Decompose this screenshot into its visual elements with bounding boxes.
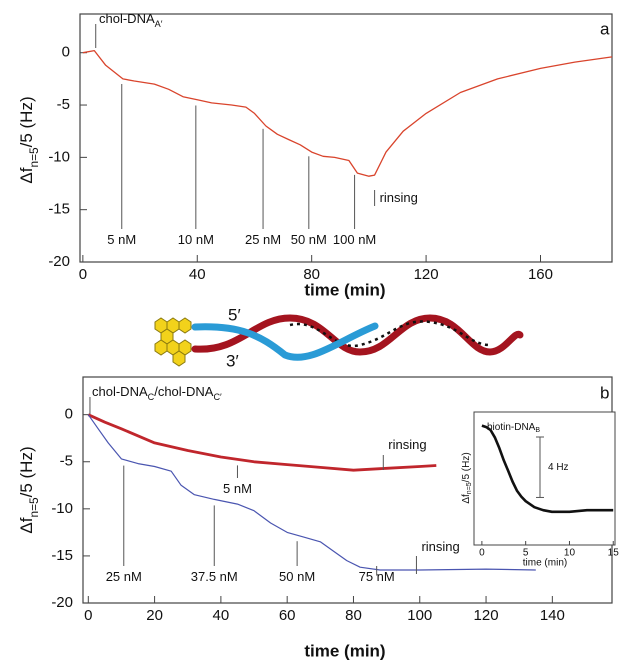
scale-bar-label: 4 Hz xyxy=(548,462,569,473)
x-axis-label: time (min) xyxy=(304,641,385,660)
annotation-subscript: C′ xyxy=(213,392,222,402)
x-tick-label: 80 xyxy=(345,607,362,624)
y-axis-label-part: /5 (Hz) xyxy=(17,446,36,497)
annotation: rinsing xyxy=(380,190,418,205)
annotation-part: chol-DNA xyxy=(92,384,148,399)
x-tick-label: 120 xyxy=(474,607,499,624)
annotation-part: 5 nM xyxy=(107,232,136,247)
chart: 0 40 80 120 160 -20 -15 -10 -5 0 time (min) Δfn=5/5… xyxy=(17,11,613,299)
y-axis-label: Δfn=5/5 (Hz) xyxy=(17,446,41,533)
strand-label: 3′ xyxy=(226,351,239,370)
y-axis-label-part: Δf xyxy=(17,167,36,183)
annotation-subscript: B xyxy=(535,427,540,434)
annotation-part: 75 nM xyxy=(359,569,395,584)
annotation: 100 nM xyxy=(333,232,376,247)
strand-label: 5′ xyxy=(228,305,241,324)
y-tick-label: -20 xyxy=(48,253,70,270)
plot-frame xyxy=(473,411,616,546)
y-axis-label: Δfn=5/5 (Hz) xyxy=(17,96,41,183)
annotation-part: 37.5 nM xyxy=(191,569,238,584)
panel-label: b xyxy=(600,383,609,402)
y-tick-label: 0 xyxy=(65,406,73,423)
x-tick-label: 5 xyxy=(523,548,529,559)
schematic: 5′ 3′ xyxy=(154,305,524,370)
chart: 0 5 10 15 time (min) Δfn=5/5 (Hz) biotin-DNAB 4… xyxy=(461,411,620,569)
y-tick-label: -15 xyxy=(51,547,73,564)
x-tick-label: 120 xyxy=(414,266,439,283)
y-tick-label: -15 xyxy=(48,201,70,218)
x-tick-label: 10 xyxy=(564,548,576,559)
y-tick-label: -20 xyxy=(51,594,73,611)
y-tick-label: -5 xyxy=(60,453,73,470)
x-tick-label: 40 xyxy=(189,266,206,283)
y-tick-label: 0 xyxy=(62,44,70,61)
annotation: 25 nM xyxy=(106,569,142,584)
x-tick-label: 160 xyxy=(528,266,553,283)
x-tick-label: 100 xyxy=(407,607,432,624)
data-line xyxy=(87,413,437,472)
annotation: 25 nM xyxy=(245,232,281,247)
annotation-part: rinsing xyxy=(421,539,459,554)
annotation: chol-DNAA′ xyxy=(99,11,163,29)
x-tick-label: 80 xyxy=(303,266,320,283)
annotation-part: 25 nM xyxy=(106,569,142,584)
y-tick-label: -10 xyxy=(51,500,73,517)
x-tick-label: 0 xyxy=(479,548,485,559)
annotation: biotin-DNAB xyxy=(487,422,540,435)
y-axis-label-subscript: n=5 xyxy=(466,482,473,494)
annotation-subscript: A′ xyxy=(155,19,163,29)
y-axis-label-subscript: n=5 xyxy=(27,497,41,518)
x-tick-label: 20 xyxy=(146,607,163,624)
y-axis-label-subscript: n=5 xyxy=(27,147,41,168)
data-line xyxy=(87,414,536,571)
y-axis-label-part: Δf xyxy=(17,517,36,533)
annotation: 75 nM xyxy=(359,569,395,584)
x-axis-label: time (min) xyxy=(523,558,567,569)
annotation: chol-DNAC/chol-DNAC′ xyxy=(92,384,222,402)
x-tick-label: 40 xyxy=(213,607,230,624)
annotation: 50 nM xyxy=(291,232,327,247)
x-tick-label: 15 xyxy=(608,548,620,559)
annotation: 37.5 nM xyxy=(191,569,238,584)
annotation: 5 nM xyxy=(107,232,136,247)
y-tick-label: -10 xyxy=(48,148,70,165)
annotation: 5 nM xyxy=(223,481,252,496)
y-tick-label: -5 xyxy=(57,96,70,113)
y-axis-label-part: Δf xyxy=(461,494,472,504)
annotation: 10 nM xyxy=(178,232,214,247)
annotation: rinsing xyxy=(388,437,426,452)
y-axis-label: Δfn=5/5 (Hz) xyxy=(461,452,474,503)
annotation-part: 10 nM xyxy=(178,232,214,247)
y-axis-label-part: /5 (Hz) xyxy=(461,452,472,482)
annotation-part: 100 nM xyxy=(333,232,376,247)
x-axis-label: time (min) xyxy=(304,280,385,299)
data-line xyxy=(82,49,613,177)
annotation-part: 50 nM xyxy=(291,232,327,247)
annotation-part: 5 nM xyxy=(223,481,252,496)
panel-label: a xyxy=(600,19,610,38)
annotation-part: rinsing xyxy=(380,190,418,205)
data-line xyxy=(481,424,614,514)
annotation-part: 50 nM xyxy=(279,569,315,584)
x-tick-label: 0 xyxy=(84,607,92,624)
plot-frame xyxy=(79,13,613,263)
annotation: 50 nM xyxy=(279,569,315,584)
annotation-part: rinsing xyxy=(388,437,426,452)
annotation-part: biotin-DNA xyxy=(487,422,536,433)
annotation-part: /chol-DNA xyxy=(154,384,214,399)
x-tick-label: 0 xyxy=(79,266,87,283)
annotation-part: 25 nM xyxy=(245,232,281,247)
annotation: rinsing xyxy=(421,539,459,554)
annotation-part: chol-DNA xyxy=(99,11,155,26)
y-axis-label-part: /5 (Hz) xyxy=(17,96,36,147)
x-tick-label: 60 xyxy=(279,607,296,624)
annotation-subscript: C xyxy=(148,392,155,402)
x-tick-label: 140 xyxy=(540,607,565,624)
